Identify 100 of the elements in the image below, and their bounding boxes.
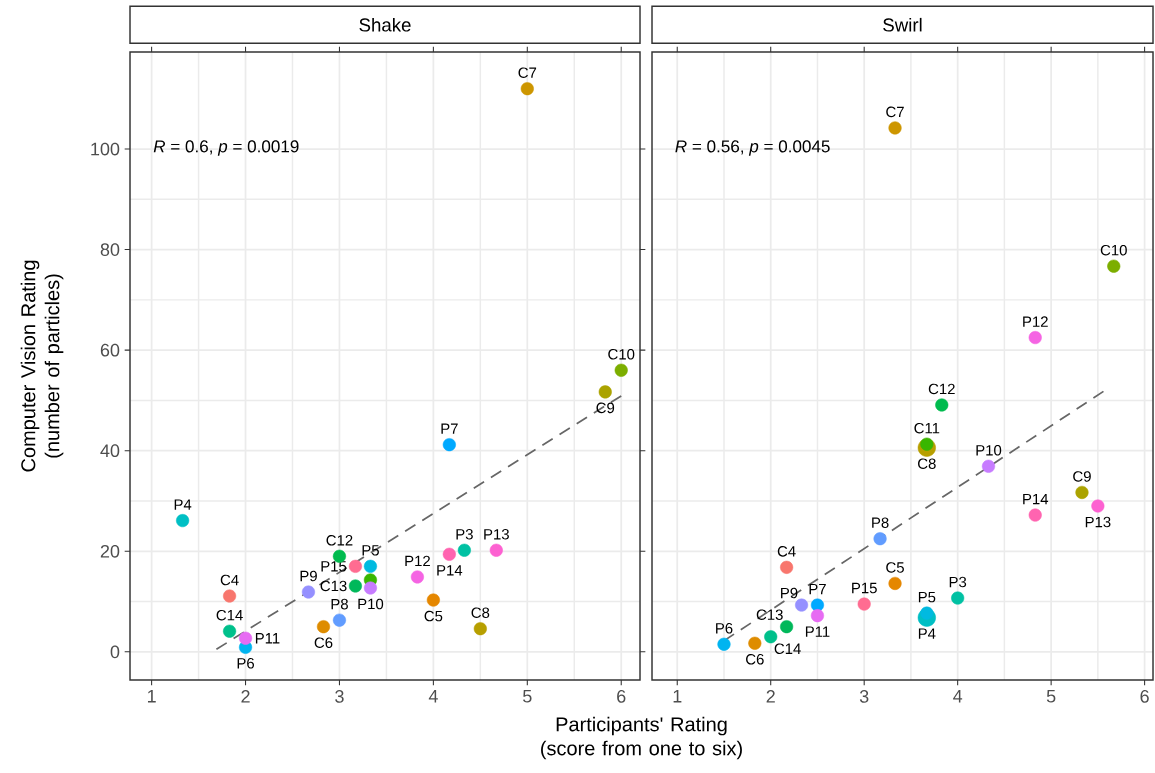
series-label: C10	[1100, 244, 1127, 256]
x-tick-label: 2	[766, 690, 775, 703]
point	[1028, 331, 1042, 345]
x-tick-label: 6	[1140, 690, 1149, 703]
point	[457, 543, 471, 557]
point	[301, 585, 315, 599]
x-tick-label: 5	[1046, 690, 1056, 703]
series-label: C8	[471, 607, 490, 618]
chart-title: Swirl	[883, 17, 922, 32]
x-tick-label: 1	[147, 690, 156, 703]
series-label: P10	[358, 598, 384, 610]
series-label: P9	[300, 570, 317, 582]
series-label: C6	[314, 637, 333, 648]
point	[935, 398, 949, 412]
point	[410, 570, 424, 584]
point	[764, 630, 778, 644]
point	[748, 636, 762, 650]
series-label: P5	[918, 591, 936, 603]
series-label: C7	[518, 67, 537, 78]
series-label: P8	[872, 517, 889, 528]
series-label: P3	[456, 528, 473, 540]
point	[717, 637, 731, 651]
series-label: P10	[976, 445, 1002, 456]
x-axis-title: Participants' Rating (score from one to six)	[541, 716, 742, 760]
series-label: P6	[716, 622, 733, 634]
series-label: C5	[886, 562, 904, 573]
series-label: P15	[321, 561, 347, 572]
series-label: P14	[1023, 493, 1049, 505]
series-label: C6	[746, 653, 764, 665]
point	[473, 622, 487, 636]
point	[520, 82, 534, 96]
series-label: C4	[777, 546, 796, 557]
series-label: P5	[362, 545, 379, 556]
point	[1091, 499, 1105, 513]
point	[426, 593, 440, 607]
point	[442, 547, 456, 561]
x-tick-label: 6	[617, 690, 626, 703]
x-tick-label: 3	[859, 690, 869, 703]
x-tick-label: 4	[953, 690, 963, 703]
annotation: R = 0.56, p = 0.0045	[675, 140, 830, 156]
chart-title: Shake	[359, 17, 411, 32]
series-label: P4	[918, 628, 936, 639]
point	[489, 543, 503, 557]
point	[951, 591, 965, 605]
y-tick-label: 60	[100, 343, 120, 357]
point	[223, 624, 237, 638]
point	[332, 613, 346, 627]
point	[1075, 485, 1089, 499]
series-label: P11	[255, 633, 280, 644]
series-label: P7	[441, 423, 458, 434]
series-label: C5	[424, 610, 443, 622]
point	[888, 576, 902, 590]
x-tick-label: 4	[428, 690, 438, 703]
x-tick-label: 2	[241, 690, 250, 703]
series-label: C14	[216, 609, 243, 621]
x-tick-label: 3	[335, 690, 344, 703]
point	[795, 598, 809, 612]
y-tick-label: 40	[100, 444, 120, 458]
series-label: C4	[220, 574, 239, 586]
series-label: P9	[781, 587, 798, 599]
series-label: P14	[437, 565, 463, 576]
point	[780, 560, 794, 574]
series-label: P13	[1085, 516, 1111, 528]
y-tick-label: 0	[110, 645, 120, 659]
series-label: P7	[809, 583, 826, 595]
series-label: C10	[608, 348, 635, 360]
series-label: P12	[1023, 316, 1048, 327]
series-label: C8	[918, 458, 936, 469]
series-label: C9	[596, 402, 615, 414]
point	[1107, 259, 1121, 273]
point	[888, 121, 902, 135]
y-axis-title: Computer Vision Rating (number of particles)	[20, 260, 64, 472]
point	[363, 559, 377, 573]
point	[348, 579, 362, 593]
point	[348, 559, 362, 573]
point	[363, 581, 377, 595]
point	[810, 598, 824, 612]
series-label: C12	[326, 535, 353, 546]
point	[780, 620, 794, 634]
point	[810, 609, 824, 623]
point	[223, 589, 237, 603]
point	[981, 459, 996, 473]
x-tick-label: 1	[673, 690, 682, 703]
point	[316, 620, 331, 634]
series-label: P12	[405, 555, 430, 567]
y-tick-label: 20	[100, 544, 120, 558]
series-label: P4	[174, 499, 192, 510]
series-label: C13	[320, 580, 347, 592]
series-label: P6	[237, 658, 255, 669]
y-tick-label: 100	[91, 142, 120, 156]
series-label: P8	[331, 598, 348, 610]
point	[598, 385, 612, 399]
series-label: P13	[484, 528, 509, 540]
point	[873, 532, 887, 546]
point	[442, 438, 456, 452]
series-label: C7	[886, 106, 904, 118]
series-label: P3	[949, 576, 967, 588]
y-tick-label: 80	[100, 243, 120, 256]
annotation: R = 0.6, p = 0.0019	[153, 140, 299, 156]
x-tick-label: 5	[523, 690, 532, 703]
